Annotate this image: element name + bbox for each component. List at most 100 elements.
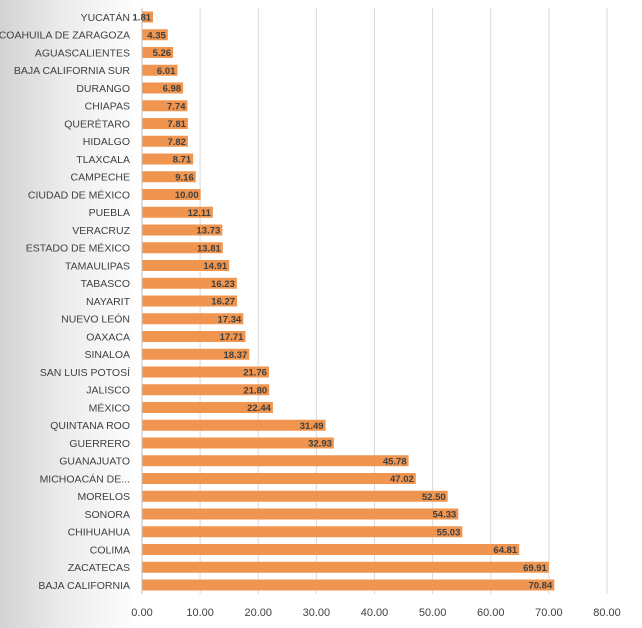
- category-label: GUERRERO: [69, 438, 130, 450]
- value-label: 7.81: [167, 119, 186, 130]
- bar: [142, 242, 223, 254]
- bar: [142, 402, 273, 413]
- x-tick-label: 30.00: [303, 607, 331, 619]
- bar: [142, 419, 326, 431]
- bar: [142, 508, 459, 520]
- category-label: CAMPECHE: [70, 172, 130, 184]
- category-label: TLAXCALA: [76, 154, 130, 166]
- category-label: DURANGO: [76, 83, 130, 95]
- category-label: HIDALGO: [83, 136, 130, 148]
- bar: [142, 224, 223, 236]
- category-label: BAJA CALIFORNIA SUR: [14, 65, 131, 77]
- category-label: OAXACA: [86, 331, 130, 343]
- category-label: ESTADO DE MÉXICO: [26, 242, 130, 255]
- value-label: 13.73: [197, 226, 221, 237]
- category-label: QUINTANA ROO: [50, 420, 130, 432]
- value-label: 21.76: [243, 368, 267, 379]
- bar: [142, 473, 416, 484]
- bar: [142, 579, 555, 591]
- bar: [142, 64, 178, 76]
- bar: [142, 82, 184, 94]
- category-label: SINALOA: [84, 349, 130, 361]
- category-label: QUERÉTARO: [64, 117, 130, 130]
- bar: [142, 561, 549, 573]
- category-label: MORELOS: [77, 491, 130, 503]
- x-tick-label: 60.00: [477, 607, 505, 619]
- category-label: COAHUILA DE ZARAGOZA: [0, 30, 130, 42]
- bar: [142, 544, 520, 555]
- x-tick-label: 10.00: [186, 607, 214, 619]
- value-label: 9.16: [175, 172, 194, 183]
- bar: [142, 366, 269, 378]
- bar: [142, 171, 196, 183]
- category-label: CIUDAD DE MÉXICO: [28, 188, 130, 201]
- value-label: 10.00: [175, 190, 199, 201]
- x-tick-label: 80.00: [593, 607, 621, 619]
- value-label: 55.03: [437, 527, 461, 538]
- value-label: 7.74: [167, 101, 186, 112]
- category-label: MICHOACÁN DE...: [40, 472, 130, 485]
- value-label: 69.91: [523, 563, 547, 574]
- bar: [142, 47, 174, 58]
- bar: [142, 153, 194, 165]
- value-label: 54.33: [433, 510, 457, 521]
- value-labels: 1.81 4.35 5.26 6.01 6.98 7.74 7.81 7.82 8.71 9.16…: [133, 13, 553, 592]
- category-label: TAMAULIPAS: [65, 260, 130, 272]
- value-label: 22.44: [247, 403, 271, 414]
- category-label: CHIAPAS: [85, 101, 130, 113]
- value-label: 64.81: [493, 545, 517, 556]
- bar: [142, 295, 238, 307]
- value-label: 12.11: [188, 208, 212, 219]
- value-label: 18.37: [223, 350, 247, 361]
- bar: [142, 277, 237, 289]
- bar: [142, 118, 188, 129]
- bar: [142, 437, 334, 449]
- bar: [142, 455, 409, 467]
- value-label: 16.27: [211, 297, 235, 308]
- value-label: 5.26: [153, 48, 172, 59]
- category-label: JALISCO: [86, 385, 130, 397]
- bar: [142, 206, 213, 218]
- bar: [142, 135, 188, 147]
- value-label: 14.91: [203, 261, 227, 272]
- value-label: 1.81: [133, 13, 152, 24]
- value-label: 7.82: [167, 137, 186, 148]
- x-tick-label: 40.00: [361, 607, 389, 619]
- value-label: 16.23: [211, 279, 235, 290]
- x-tick-label: 50.00: [419, 607, 447, 619]
- category-label: GUANAJUATO: [59, 456, 130, 468]
- category-label: AGUASCALIENTES: [35, 47, 130, 59]
- x-tick-label: 70.00: [535, 607, 563, 619]
- bar: [142, 526, 463, 538]
- value-label: 52.50: [422, 492, 446, 503]
- bar: [142, 189, 201, 200]
- x-tick-label: 20.00: [244, 607, 272, 619]
- value-label: 47.02: [390, 474, 414, 485]
- bar: [142, 384, 270, 396]
- value-label: 13.81: [197, 243, 221, 254]
- category-label: TABASCO: [81, 278, 130, 290]
- category-label: ZACATECAS: [68, 562, 130, 574]
- category-label: SAN LUIS POTOSÍ: [40, 366, 130, 379]
- category-label: NAYARIT: [86, 296, 131, 308]
- value-label: 4.35: [147, 30, 166, 41]
- gridlines: [141, 8, 608, 594]
- value-label: 70.84: [528, 581, 552, 592]
- value-label: 31.49: [300, 421, 324, 432]
- category-label: CHIHUAHUA: [68, 527, 130, 539]
- bar: [142, 11, 154, 23]
- category-label: VERACRUZ: [72, 225, 130, 237]
- value-label: 21.80: [243, 385, 267, 396]
- value-label: 17.34: [218, 314, 242, 325]
- bar: [142, 313, 244, 325]
- category-labels: YUCATÁN COAHUILA DE ZARAGOZA AGUASCALIENTE…: [0, 11, 131, 592]
- value-label: 17.71: [220, 332, 244, 343]
- bars: [142, 11, 555, 591]
- bar: [142, 100, 188, 112]
- bar: [142, 348, 250, 360]
- value-label: 6.01: [157, 66, 176, 77]
- category-label: BAJA CALIFORNIA: [38, 580, 130, 592]
- category-label: PUEBLA: [89, 207, 130, 219]
